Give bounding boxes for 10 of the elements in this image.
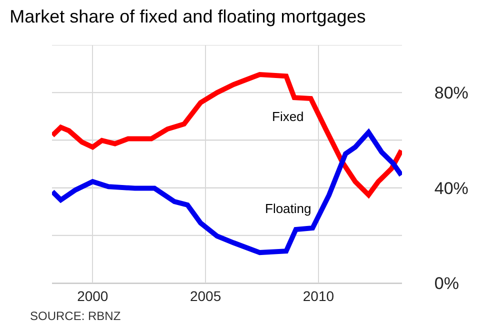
- x-tick-label: 2005: [190, 288, 222, 304]
- x-tick-label: 2000: [77, 288, 108, 304]
- source-note: SOURCE: RBNZ: [30, 309, 121, 323]
- y-tick-label: 80%: [434, 84, 468, 103]
- chart-title: Market share of fixed and floating mortgages: [10, 6, 366, 26]
- series-label: Fixed: [272, 109, 304, 124]
- y-tick-label: 40%: [434, 178, 468, 198]
- y-tick-label: 0%: [434, 274, 459, 293]
- series-label: Floating: [265, 201, 312, 216]
- x-tick-label: 2010: [302, 288, 334, 304]
